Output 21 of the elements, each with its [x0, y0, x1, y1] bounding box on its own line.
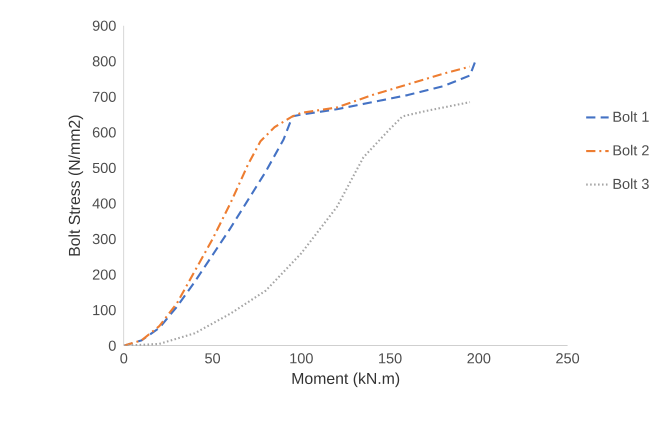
x-axis-title: Moment (kN.m) — [292, 372, 400, 388]
y-tick-label: 400 — [92, 198, 116, 208]
y-tick-label: 100 — [93, 304, 116, 316]
x-tick-label: 100 — [290, 353, 313, 364]
legend-label: Bolt 2 — [614, 144, 649, 156]
y-tick-label: 700 — [92, 92, 116, 102]
y-axis-title: Bolt Stress (N/mm2) — [68, 115, 84, 256]
y-tick-label: 900 — [92, 20, 116, 31]
y-tick-label: 800 — [92, 56, 116, 66]
legend-label: Bolt 1 — [614, 111, 649, 122]
x-tick-label: 150 — [379, 353, 402, 364]
y-tick-label: 500 — [92, 162, 116, 173]
y-tick-label: 0 — [108, 340, 116, 351]
y-tick-label: 200 — [92, 269, 116, 280]
y-tick-label: 600 — [92, 127, 116, 138]
x-tick-label: 50 — [205, 353, 220, 364]
legend-label: Bolt 3 — [614, 178, 649, 189]
x-tick-label: 250 — [556, 353, 580, 364]
x-tick-label: 0 — [120, 353, 128, 364]
y-tick-label: 300 — [92, 234, 116, 244]
x-tick-label: 200 — [467, 353, 490, 364]
